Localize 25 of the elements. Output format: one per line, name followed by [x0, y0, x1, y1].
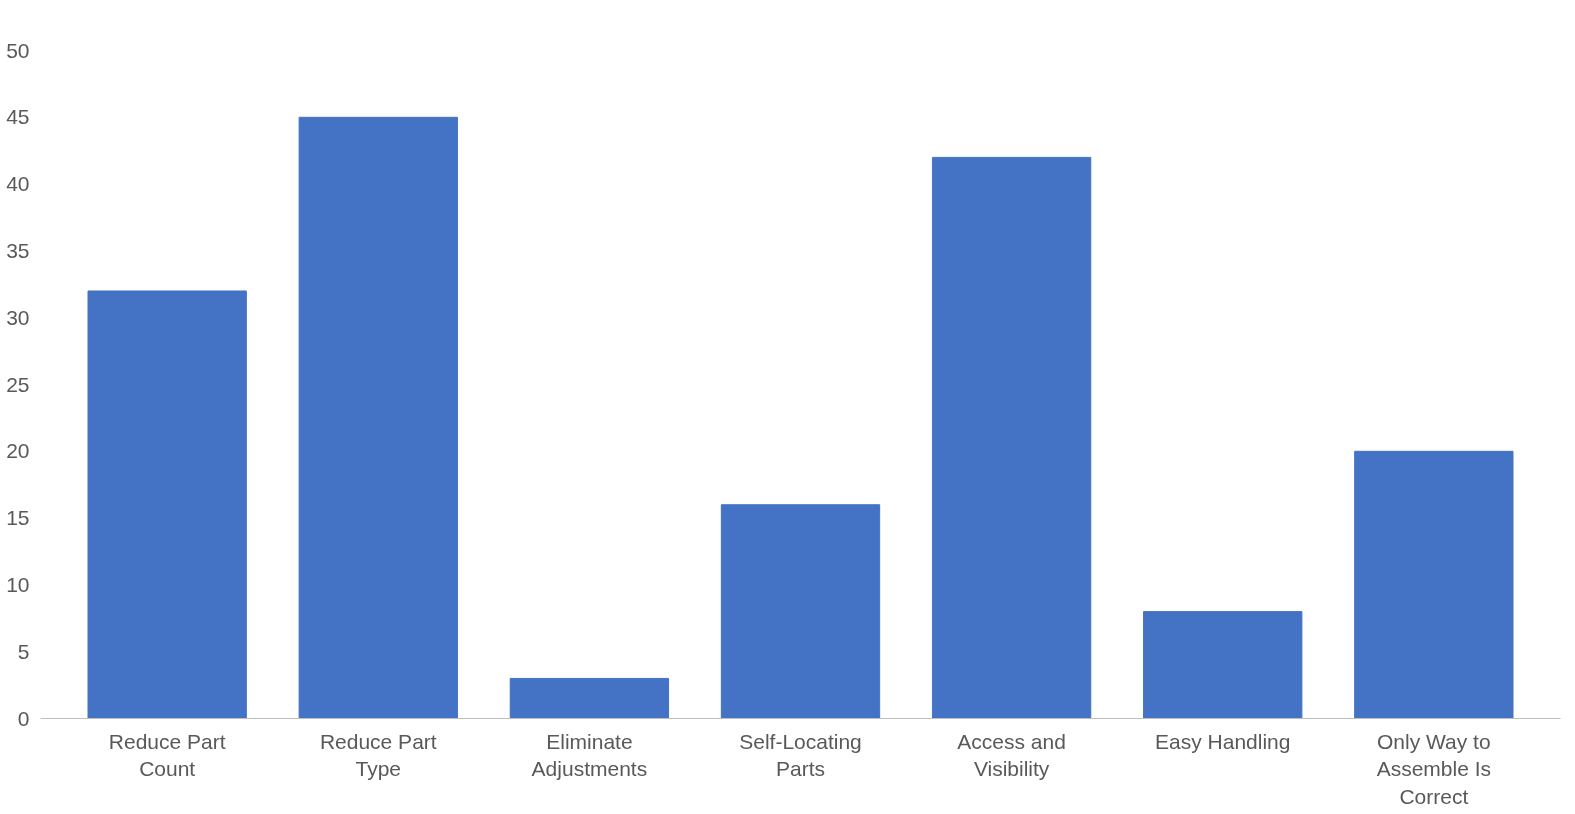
bar: [87, 290, 247, 719]
bar: [1143, 611, 1303, 719]
y-tick-label: 45: [6, 105, 30, 129]
x-tick-label: Easy Handling: [1155, 729, 1291, 753]
y-tick-label: 10: [6, 572, 30, 596]
y-tick-label: 40: [6, 172, 30, 196]
y-tick-label: 0: [17, 706, 30, 730]
y-tick-label: 25: [6, 372, 30, 396]
y-tick-label: 5: [17, 639, 30, 663]
x-tick-label: Reduce Part Type: [319, 729, 437, 781]
bar: [1354, 450, 1514, 719]
bar: [509, 677, 670, 719]
y-tick-label: 15: [6, 506, 30, 530]
x-tick-label: Access and Visibility: [957, 729, 1066, 781]
y-tick-label: 20: [6, 439, 30, 463]
x-tick-label: Eliminate Adjustments: [531, 729, 648, 781]
bar: [931, 156, 1092, 719]
bar: [298, 116, 458, 719]
x-tick-label: Self-Locating Parts: [739, 729, 862, 781]
x-tick-label: Reduce Part Count: [108, 729, 226, 781]
y-tick-label: 30: [6, 305, 30, 329]
y-tick-label: 50: [6, 38, 30, 62]
y-tick-label: 35: [6, 238, 30, 262]
x-tick-label: Only Way to Assemble Is Correct: [1376, 729, 1492, 808]
bar: [720, 504, 881, 719]
